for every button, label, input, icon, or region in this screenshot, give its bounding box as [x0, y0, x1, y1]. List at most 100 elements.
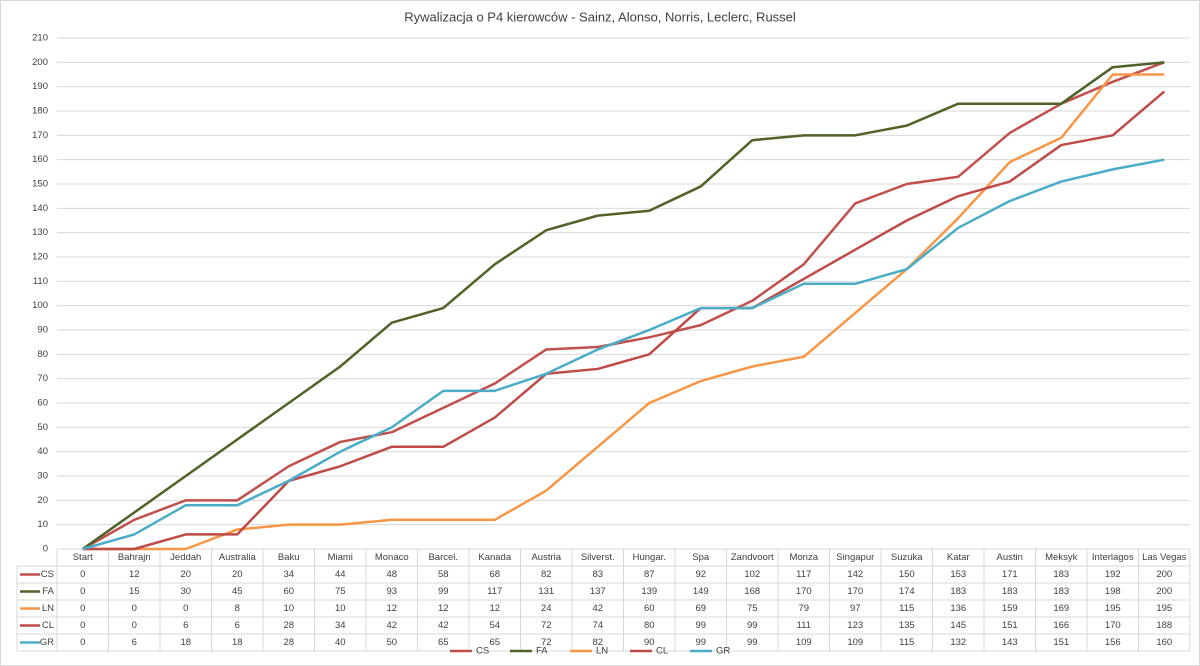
table-value: 99	[438, 586, 449, 597]
table-value: 68	[489, 569, 500, 580]
table-value: 0	[183, 603, 188, 614]
table-value: 156	[1105, 637, 1121, 648]
y-tick-label: 60	[37, 398, 48, 409]
y-tick-label: 210	[32, 33, 48, 44]
table-value: 99	[695, 637, 706, 648]
table-value: 18	[180, 637, 191, 648]
table-value: 115	[899, 603, 914, 614]
x-tick-label: Austria	[531, 552, 561, 563]
table-value: 82	[592, 637, 603, 648]
table-value: 8	[235, 603, 240, 614]
table-value: 6	[183, 620, 188, 631]
table-value: 72	[541, 620, 552, 631]
x-tick-label: Monaco	[375, 552, 409, 563]
y-tick-label: 120	[32, 252, 48, 263]
x-tick-label: Spa	[692, 552, 710, 563]
y-tick-label: 40	[37, 446, 48, 457]
table-value: 132	[950, 637, 966, 648]
table-value: 45	[232, 586, 243, 597]
y-tick-label: 140	[32, 203, 48, 214]
table-value: 99	[747, 637, 758, 648]
table-value: 137	[590, 586, 606, 597]
table-value: 171	[1002, 569, 1018, 580]
table-value: 117	[487, 586, 502, 597]
table-value: 42	[386, 620, 397, 631]
series-line	[82, 90, 1166, 551]
y-tick-label: 200	[32, 57, 48, 68]
table-value: 99	[747, 620, 758, 631]
table-value: 20	[232, 569, 243, 580]
table-value: 97	[850, 603, 861, 614]
table-value: 149	[693, 586, 709, 597]
x-tick-label: Austin	[997, 552, 1023, 563]
table-series-name: CL	[42, 620, 54, 631]
legend-label: CL	[656, 646, 668, 657]
y-tick-label: 180	[32, 106, 48, 117]
table-value: 151	[1053, 637, 1069, 648]
table-series-name: FA	[42, 586, 54, 597]
table-value: 0	[80, 637, 85, 648]
table-value: 12	[129, 569, 140, 580]
table-value: 28	[283, 637, 294, 648]
table-value: 117	[796, 569, 811, 580]
table-value: 109	[796, 637, 812, 648]
table-value: 6	[235, 620, 240, 631]
series-line	[82, 61, 1165, 551]
table-value: 136	[950, 603, 966, 614]
table-value: 102	[744, 569, 760, 580]
y-tick-label: 130	[32, 227, 48, 238]
table-value: 170	[847, 586, 863, 597]
table-value: 58	[438, 569, 449, 580]
table-value: 74	[592, 620, 603, 631]
y-tick-label: 10	[37, 519, 48, 530]
legend-label: FA	[536, 646, 548, 657]
table-value: 93	[386, 586, 397, 597]
y-tick-label: 0	[43, 544, 48, 555]
x-tick-label: Start	[73, 552, 93, 563]
x-tick-label: Zandvoort	[731, 552, 774, 563]
x-tick-label: Hungar.	[633, 552, 666, 563]
table-value: 60	[644, 603, 655, 614]
table-value: 0	[132, 620, 137, 631]
x-tick-label: Baku	[278, 552, 300, 563]
legend-label: LN	[596, 646, 608, 657]
table-value: 60	[283, 586, 294, 597]
table-value: 30	[180, 586, 191, 597]
table-value: 42	[592, 603, 603, 614]
table-value: 0	[80, 569, 85, 580]
table-value: 34	[283, 569, 294, 580]
table-value: 195	[1156, 603, 1172, 614]
table-value: 10	[283, 603, 294, 614]
table-value: 24	[541, 603, 552, 614]
table-value: 115	[899, 637, 914, 648]
x-tick-label: Australia	[219, 552, 257, 563]
table-value: 75	[335, 586, 346, 597]
table-value: 131	[538, 586, 554, 597]
table-value: 12	[386, 603, 397, 614]
table-value: 90	[644, 637, 655, 648]
table-value: 20	[180, 569, 191, 580]
x-tick-label: Jeddah	[170, 552, 201, 563]
table-value: 80	[644, 620, 655, 631]
table-value: 75	[747, 603, 758, 614]
x-tick-label: Silverst.	[581, 552, 615, 563]
x-tick-label: Kanada	[478, 552, 511, 563]
legend-label: CS	[476, 646, 489, 657]
table-value: 48	[386, 569, 397, 580]
y-tick-label: 150	[32, 179, 48, 190]
table-value: 160	[1156, 637, 1172, 648]
table-value: 12	[438, 603, 449, 614]
table-value: 192	[1105, 569, 1121, 580]
table-value: 44	[335, 569, 346, 580]
y-tick-label: 190	[32, 81, 48, 92]
y-tick-label: 80	[37, 349, 48, 360]
chart-title: Rywalizacja o P4 kierowców - Sainz, Alon…	[404, 9, 796, 24]
y-tick-label: 160	[32, 154, 48, 165]
table-value: 10	[335, 603, 346, 614]
table-value: 183	[950, 586, 966, 597]
table-value: 0	[80, 603, 85, 614]
table-value: 0	[80, 586, 85, 597]
table-value: 28	[283, 620, 294, 631]
